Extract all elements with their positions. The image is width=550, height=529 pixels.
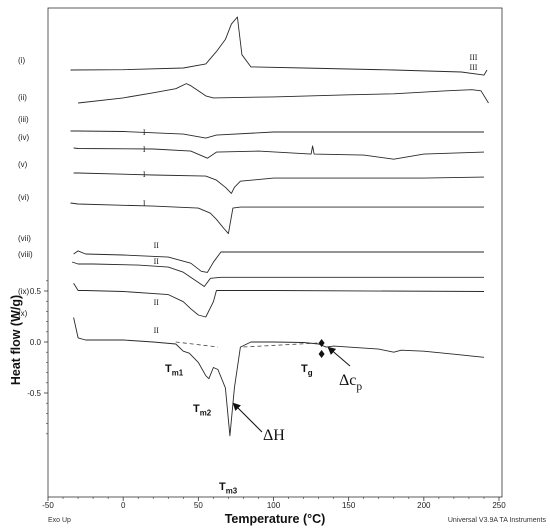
- roman-marker: I: [143, 199, 146, 208]
- tm1-label: Tm1: [165, 363, 184, 377]
- curve-labels: (i) (ii) (iii) (iv) (v) (vi) (vii) (viii) (ix) (x…: [18, 53, 478, 335]
- tm2-label: Tm2: [193, 403, 212, 417]
- axes: -50 0 50 100 150 200 250 0.5 0.0 -0.5 Temperature …: [9, 7, 547, 526]
- roman-marker: II: [154, 326, 160, 335]
- curve-label-5: (v): [18, 160, 28, 169]
- curves: [70, 16, 489, 437]
- curve-10: [73, 317, 485, 437]
- delta-h-arrow: [232, 402, 263, 433]
- curve-label-2: (ii): [18, 93, 27, 102]
- curve-label-7: (vii): [18, 234, 31, 243]
- x-tick-label: 0: [121, 501, 126, 510]
- tm3-label: Tm3: [219, 481, 238, 495]
- curve-1: [70, 16, 488, 76]
- curve-label-8: (viii): [18, 250, 33, 259]
- curve-label-1: (i): [18, 56, 25, 65]
- curve-4: [73, 145, 485, 160]
- curve-5: [73, 172, 485, 194]
- x-tick-label: 50: [194, 501, 203, 510]
- y-axis-title: Heat flow (W/g): [9, 295, 23, 385]
- roman-marker: III: [469, 63, 477, 72]
- curve-8: [71, 261, 484, 287]
- tg-label: Tg: [301, 363, 313, 377]
- roman-marker: II: [154, 298, 160, 307]
- roman-marker: III: [469, 53, 477, 62]
- curve-label-10: (x): [18, 309, 28, 318]
- x-tick-label: 250: [492, 501, 506, 510]
- x-tick-label: -50: [42, 501, 54, 510]
- baseline-dashed: [243, 342, 319, 348]
- roman-marker: II: [154, 257, 160, 266]
- x-tick-label: 200: [417, 501, 431, 510]
- curve-2: [78, 83, 489, 104]
- footer-right: Universal V3.9A TA Instruments: [448, 517, 547, 524]
- roman-marker: II: [154, 241, 160, 250]
- curve-6: [70, 202, 484, 235]
- x-axis-title: Temperature (°C): [225, 512, 326, 526]
- y-tick-label: 0.0: [30, 338, 42, 347]
- footer-left: Exo Up: [48, 517, 71, 524]
- y-tick-label: 0.5: [30, 287, 42, 296]
- baseline-dashed: [175, 341, 218, 348]
- curve-3: [70, 130, 484, 139]
- annotations: Tm1 Tm2 Tm3 Tg ΔH Δcp: [165, 339, 362, 495]
- delta-h-label: ΔH: [263, 427, 285, 444]
- x-tick-label: 100: [267, 501, 281, 510]
- y-tick-label: -0.5: [27, 389, 41, 398]
- tg-diamond-marker: [318, 350, 325, 358]
- curve-label-6: (vi): [18, 193, 29, 202]
- curve-label-3: (iii): [18, 115, 29, 124]
- delta-cp-label: Δcp: [339, 372, 362, 393]
- roman-marker: I: [143, 170, 146, 179]
- roman-marker: I: [143, 128, 146, 137]
- x-tick-label: 150: [342, 501, 356, 510]
- roman-marker: I: [143, 145, 146, 154]
- curve-label-4: (iv): [18, 133, 29, 142]
- plot-frame: [47, 7, 503, 498]
- curve-9: [73, 283, 485, 318]
- delta-cp-arrow: [327, 346, 351, 367]
- curve-7: [73, 250, 484, 273]
- curve-label-9: (ix): [18, 287, 29, 296]
- tg-diamond-marker: [318, 339, 325, 347]
